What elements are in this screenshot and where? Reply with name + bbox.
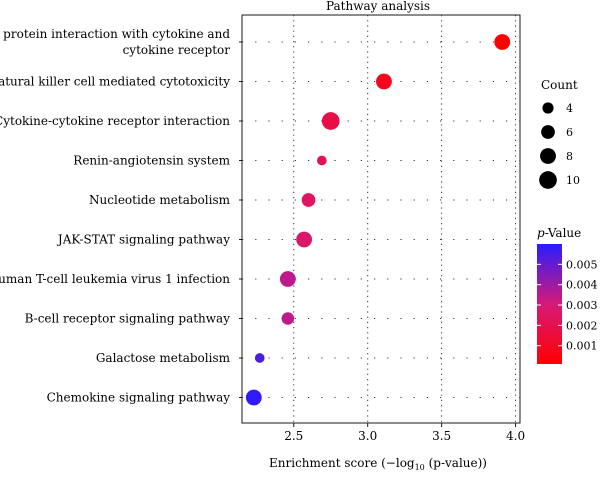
y-tick-label: cytokine receptor bbox=[123, 43, 231, 57]
x-tick-label: 3.0 bbox=[358, 429, 377, 443]
y-tick-label: Nucleotide metabolism bbox=[89, 193, 231, 207]
data-point bbox=[279, 271, 296, 287]
color-legend-label: 0.003 bbox=[566, 299, 598, 312]
data-point bbox=[376, 73, 392, 90]
data-point bbox=[254, 353, 265, 363]
y-tick-label: JAK-STAT signaling pathway bbox=[56, 233, 230, 247]
y-tick-label: Chemokine signaling pathway bbox=[47, 391, 231, 405]
data-point bbox=[245, 389, 262, 406]
size-legend-label: 8 bbox=[566, 150, 573, 163]
y-tick-label: Human T-cell leukemia virus 1 infection bbox=[0, 272, 230, 286]
data-point bbox=[321, 112, 340, 130]
y-tick-label: Natural killer cell mediated cytotoxicit… bbox=[0, 75, 230, 89]
size-legend-dot bbox=[542, 102, 554, 114]
color-legend-label: 0.004 bbox=[566, 279, 598, 292]
y-tick-label: B-cell receptor signaling pathway bbox=[25, 312, 231, 326]
data-points bbox=[245, 34, 511, 406]
grid-lines bbox=[242, 15, 520, 423]
y-tick-label: Renin-angiotensin system bbox=[73, 154, 230, 168]
size-legend: Count 4 6 8 10 bbox=[539, 78, 580, 189]
size-legend-label: 4 bbox=[566, 102, 573, 115]
y-tick-label: Galactose metabolism bbox=[96, 351, 231, 365]
size-legend-label: 6 bbox=[566, 126, 573, 139]
y-tick-label: Viral protein interaction with cytokine … bbox=[0, 27, 230, 41]
color-legend-title: p-Value bbox=[537, 226, 581, 240]
y-axis-labels: Viral protein interaction with cytokine … bbox=[0, 27, 242, 405]
color-legend-label: 0.002 bbox=[566, 319, 598, 332]
x-tick-label: 4.0 bbox=[506, 429, 525, 443]
x-axis-title-suffix: (p-value)) bbox=[425, 456, 487, 470]
size-legend-dot bbox=[539, 171, 557, 189]
data-point bbox=[317, 155, 327, 166]
color-bar bbox=[537, 244, 562, 364]
x-axis: 2.5 3.0 3.5 4.0 bbox=[284, 423, 525, 443]
chart-title: Pathway analysis bbox=[326, 0, 430, 13]
size-legend-title: Count bbox=[541, 78, 578, 92]
size-legend-label: 10 bbox=[566, 174, 580, 187]
y-tick-label: Cytokine-cytokine receptor interaction bbox=[0, 114, 230, 128]
x-axis-title-prefix: Enrichment score (−log bbox=[269, 456, 415, 470]
x-tick-label: 2.5 bbox=[284, 429, 303, 443]
size-legend-dot bbox=[540, 148, 556, 164]
data-point bbox=[301, 193, 316, 207]
color-legend-label: 0.005 bbox=[566, 258, 598, 271]
color-legend: p-Value 0.001 0.002 0.003 0.004 0.005 bbox=[537, 226, 598, 364]
color-legend-label: 0.001 bbox=[566, 340, 598, 353]
x-axis-title: Enrichment score (−log10 (p-value)) bbox=[269, 456, 487, 472]
data-point bbox=[281, 312, 295, 325]
x-tick-label: 3.5 bbox=[432, 429, 451, 443]
x-axis-title-subscript: 10 bbox=[415, 463, 425, 472]
size-legend-dot bbox=[541, 125, 555, 139]
data-point bbox=[494, 34, 511, 50]
color-legend-title-rest: -Value bbox=[545, 226, 582, 240]
data-point bbox=[296, 231, 313, 248]
color-legend-title-italic: p bbox=[537, 226, 545, 240]
